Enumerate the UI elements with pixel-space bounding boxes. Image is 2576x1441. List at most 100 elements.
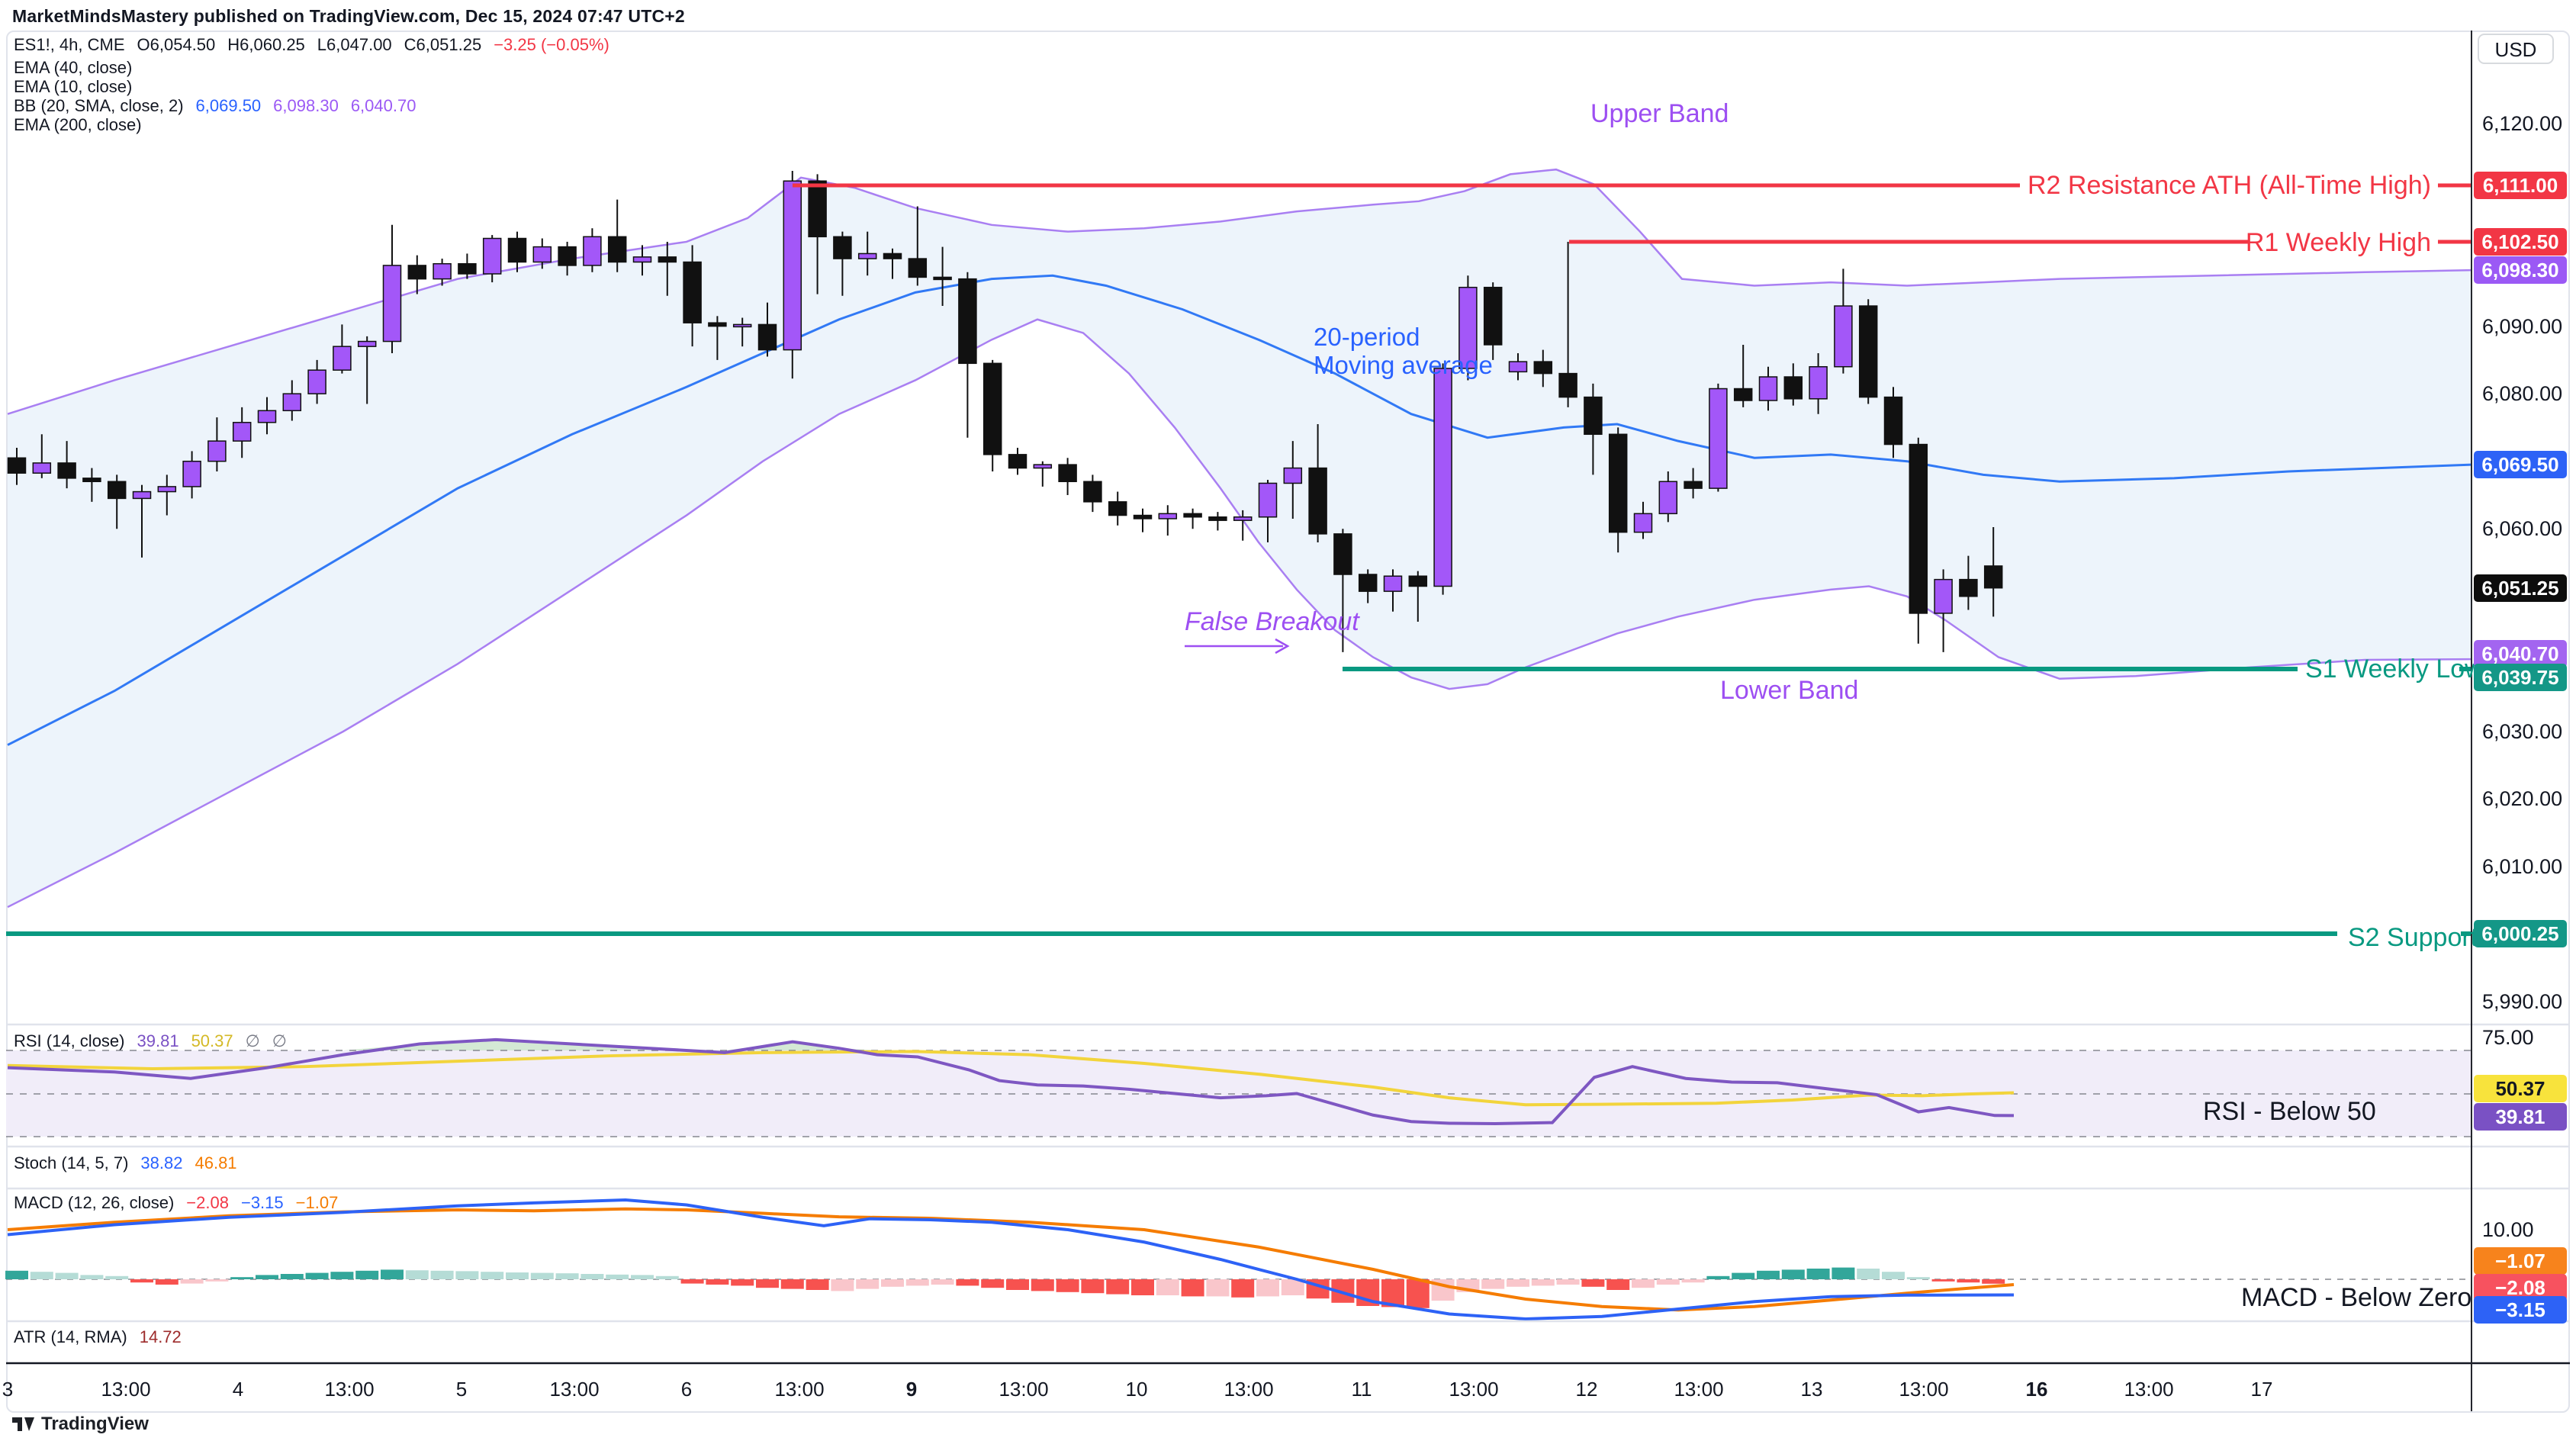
- macd-histogram-bar: [1231, 1279, 1255, 1298]
- bb-fill: [8, 169, 2471, 908]
- price-axis-tick: 6,090.00: [2482, 315, 2563, 338]
- macd-histogram-bar: [1507, 1279, 1529, 1287]
- macd-histogram-bar: [931, 1279, 954, 1285]
- candle-body: [833, 236, 852, 259]
- rsi-overbought-fill: [6, 1039, 2014, 1050]
- price-axis-tick: 5,990.00: [2482, 990, 2563, 1013]
- candle-body: [708, 322, 727, 327]
- time-axis-label: 13:00: [2124, 1378, 2174, 1401]
- candle-body: [1858, 305, 1878, 398]
- tradingview-logo-text: TradingView: [41, 1414, 149, 1434]
- macd-histogram-bar: [905, 1279, 929, 1286]
- candle-body: [407, 265, 427, 280]
- macd-histogram-bar: [1281, 1279, 1304, 1295]
- candle-body: [107, 481, 127, 500]
- price-axis-tick: 6,080.00: [2482, 382, 2563, 405]
- legend-row[interactable]: EMA (10, close): [14, 77, 132, 97]
- candle-body: [783, 180, 802, 351]
- legend-item: ES1!, 4h, CME: [14, 35, 125, 54]
- macd-histogram-bar: [1556, 1279, 1580, 1285]
- time-axis-label: 13:00: [324, 1378, 375, 1401]
- candle-body: [532, 246, 552, 263]
- macd-histogram-bar: [530, 1272, 554, 1279]
- macd-histogram-bar: [1606, 1279, 1630, 1290]
- time-axis-label: 9: [905, 1378, 918, 1401]
- macd-histogram-bar: [856, 1279, 880, 1289]
- macd-histogram-bar: [230, 1277, 254, 1279]
- macd-histogram-bar: [1031, 1279, 1054, 1291]
- time-axis-label: 13: [1800, 1378, 1823, 1401]
- price-axis-badge: 6,102.50: [2474, 228, 2567, 256]
- candle-body: [1533, 361, 1553, 375]
- candle-body: [1058, 464, 1077, 483]
- macd-histogram-bar: [55, 1272, 79, 1279]
- time-axis-label: 16: [2025, 1378, 2048, 1401]
- candle-body: [382, 265, 402, 343]
- candle-body: [257, 410, 277, 423]
- legend-item: C6,051.25: [404, 35, 482, 54]
- legend-item: 46.81: [195, 1153, 237, 1172]
- macd-histogram-bar: [481, 1272, 504, 1279]
- macd-histogram-bar: [981, 1279, 1005, 1288]
- candle-body: [1383, 575, 1403, 592]
- macd-histogram-bar: [555, 1273, 579, 1279]
- legend-item: −1.07: [295, 1193, 339, 1212]
- legend-item: 6,069.50: [195, 96, 262, 115]
- macd-histogram-bar: [580, 1274, 604, 1279]
- candle-body: [82, 478, 101, 483]
- macd-histogram-bar: [430, 1270, 454, 1279]
- time-axis-label: 13:00: [101, 1378, 151, 1401]
- candle-body: [583, 236, 602, 266]
- time-axis-label: 13:00: [1449, 1378, 1499, 1401]
- legend-item: RSI (14, close): [14, 1031, 125, 1050]
- macd-histogram-bar: [756, 1279, 779, 1288]
- macd-histogram-bar: [631, 1275, 654, 1279]
- macd-signal-line: [7, 1207, 2015, 1312]
- legend-row[interactable]: BB (20, SMA, close, 2) 6,069.50 6,098.30 6,…: [14, 96, 416, 116]
- candle-body: [1834, 305, 1853, 368]
- macd-histogram-bar: [606, 1274, 629, 1279]
- candle-body: [1483, 286, 1503, 346]
- legend-item: H6,060.25: [227, 35, 305, 54]
- price-axis-tick: 75.00: [2482, 1026, 2534, 1049]
- candle-body: [32, 462, 52, 474]
- legend-row[interactable]: EMA (200, close): [14, 115, 142, 135]
- currency-unit-button[interactable]: USD: [2478, 34, 2554, 64]
- candle-body: [1709, 388, 1728, 489]
- price-axis-badge: 6,040.70: [2474, 640, 2567, 667]
- candle-body: [883, 252, 902, 259]
- legend-row[interactable]: RSI (14, close) 39.81 50.37 ∅ ∅: [14, 1031, 287, 1051]
- price-axis-badge: 6,111.00: [2474, 172, 2567, 199]
- legend-item: EMA (200, close): [14, 115, 142, 134]
- time-axis-label: 3: [2, 1378, 14, 1401]
- macd-histogram-bar: [1181, 1279, 1204, 1297]
- macd-histogram-bar: [280, 1274, 304, 1279]
- legend-row[interactable]: ES1!, 4h, CME O6,054.50 H6,060.25 L6,047.00…: [14, 35, 609, 55]
- legend-row[interactable]: ATR (14, RMA) 14.72: [14, 1327, 182, 1347]
- candle-body: [57, 462, 76, 479]
- macd-note: MACD - Below Zero: [2241, 1283, 2472, 1312]
- legend-row[interactable]: EMA (40, close): [14, 58, 132, 78]
- macd-histogram-bar: [80, 1275, 104, 1279]
- legend-row[interactable]: MACD (12, 26, close) −2.08 −3.15 −1.07: [14, 1193, 338, 1213]
- macd-histogram-bar: [1056, 1279, 1079, 1292]
- macd-histogram-bar: [405, 1270, 429, 1279]
- macd-histogram-bar: [1681, 1279, 1705, 1283]
- macd-histogram-bar: [1732, 1272, 1755, 1279]
- price-axis-badge: 50.37: [2474, 1075, 2567, 1102]
- price-axis-tick: 6,020.00: [2482, 787, 2563, 810]
- candle-body: [1783, 376, 1803, 400]
- time-axis-label: 17: [2250, 1378, 2273, 1401]
- chart-frame: [6, 31, 2570, 1413]
- candle-body: [1258, 482, 1278, 518]
- price-axis-tick: 6,060.00: [2482, 517, 2563, 540]
- tradingview-logo[interactable]: TradingView: [12, 1414, 149, 1435]
- candle-body: [857, 252, 877, 259]
- candle-body: [1733, 388, 1753, 401]
- candle-body: [1308, 467, 1327, 535]
- macd-histogram-bar: [956, 1279, 979, 1286]
- legend-row[interactable]: Stoch (14, 5, 7) 38.82 46.81: [14, 1153, 237, 1173]
- macd-histogram-bar: [5, 1270, 28, 1279]
- price-axis-badge: 6,051.25: [2474, 574, 2567, 602]
